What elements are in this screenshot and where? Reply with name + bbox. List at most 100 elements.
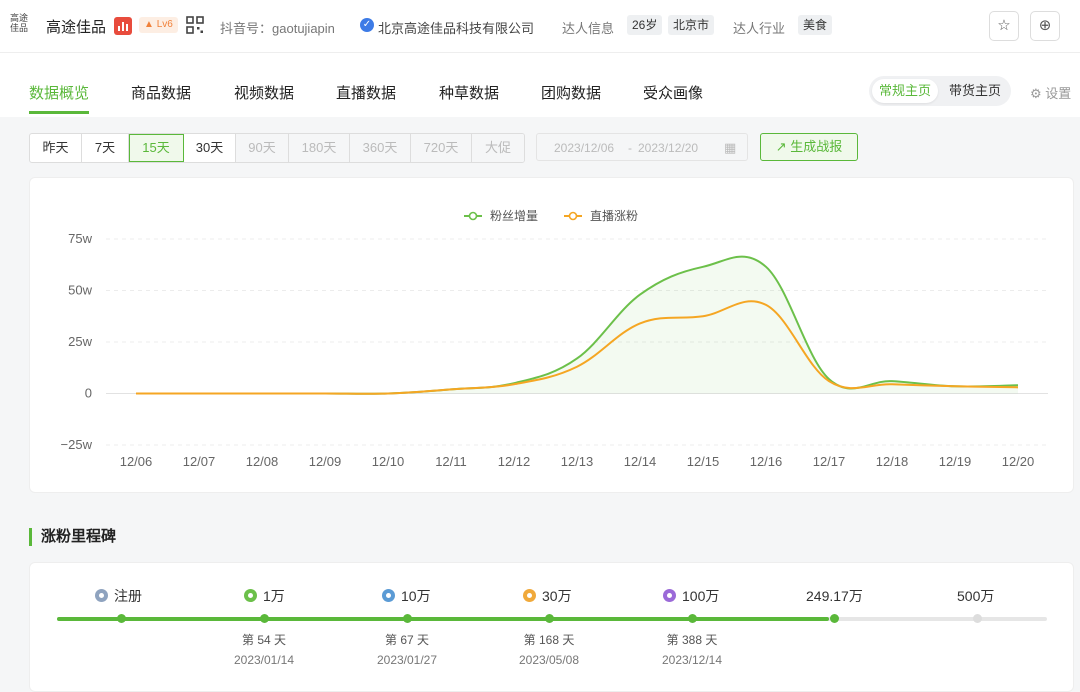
douyin-id: 抖音号：gaotujiapin <box>220 21 335 36</box>
y-tick-label: 25w <box>68 334 92 349</box>
date-separator: - <box>628 141 632 155</box>
legend-marker <box>468 211 478 221</box>
milestone-dot <box>973 614 982 623</box>
x-tick-label: 12/12 <box>498 454 531 469</box>
tab-overview[interactable]: 数据概览 <box>29 85 90 102</box>
milestone-100k: 10万 <box>382 586 431 606</box>
milestone-1m: 100万 <box>663 586 719 606</box>
tab-products[interactable]: 商品数据 <box>131 85 192 102</box>
milestone-current: 249.17万 <box>806 588 863 604</box>
x-tick-label: 12/17 <box>813 454 846 469</box>
milestone-dot <box>830 614 839 623</box>
qrcode-icon[interactable] <box>186 16 204 34</box>
y-tick-label: −25w <box>61 437 93 452</box>
range-yesterday[interactable]: 昨天 <box>30 134 82 162</box>
generate-report-button[interactable]: ↗ 生成战报 <box>760 133 858 161</box>
milestone-dot <box>403 614 412 623</box>
date-start: 2023/12/06 <box>554 141 615 155</box>
x-tick-label: 12/10 <box>372 454 405 469</box>
x-tick-label: 12/18 <box>876 454 909 469</box>
milestone-day: 第 54 天 <box>241 633 287 647</box>
settings-button[interactable]: ⚙ 设置 <box>1030 86 1072 101</box>
add-icon[interactable]: ⊕ <box>1030 11 1060 41</box>
info-label: 达人信息 <box>562 21 615 36</box>
tab-audience[interactable]: 受众画像 <box>643 85 704 102</box>
x-tick-label: 12/13 <box>561 454 594 469</box>
date-range-selector: 昨天 7天 15天 30天 90天 180天 360天 720天 大促 <box>29 133 525 163</box>
milestone-date: 2023/01/14 <box>233 653 295 667</box>
y-tick-label: 75w <box>68 231 92 246</box>
x-tick-label: 12/16 <box>750 454 783 469</box>
homepage-toggle[interactable]: 常规主页 带货主页 <box>869 76 1011 106</box>
level-badge: ▲ Lv6 <box>139 17 178 33</box>
range-180d[interactable]: 180天 <box>289 134 350 162</box>
industry-label: 达人行业 <box>733 21 786 36</box>
range-720d[interactable]: 720天 <box>411 134 472 162</box>
fans-chart-card: 75w 50w 25w 0 −25w 12/06 12/07 12/08 12/09 12/10 1… <box>29 177 1074 493</box>
chart-bar-icon[interactable] <box>114 17 132 35</box>
milestone-date: 2023/12/14 <box>661 653 723 667</box>
100k-badge-icon <box>382 589 395 602</box>
series-line-1 <box>136 300 1019 395</box>
milestone-day: 第 388 天 <box>666 633 718 647</box>
range-15d[interactable]: 15天 <box>129 134 184 162</box>
calendar-icon: ▦ <box>724 140 737 155</box>
milestone-progress <box>57 617 830 621</box>
x-tick-label: 12/06 <box>120 454 153 469</box>
external-link-icon: ↗ <box>775 139 787 154</box>
legend-label: 直播涨粉 <box>590 208 638 223</box>
milestone-card <box>29 562 1074 692</box>
legend-marker <box>568 211 578 221</box>
milestone-dot <box>260 614 269 623</box>
y-tick-label: 50w <box>68 283 92 298</box>
tab-live[interactable]: 直播数据 <box>336 85 397 102</box>
series-area <box>136 256 1018 394</box>
1m-badge-icon <box>663 589 676 602</box>
x-tick-label: 12/11 <box>435 454 467 469</box>
x-tick-label: 12/14 <box>624 454 657 469</box>
milestone-dot <box>117 614 126 623</box>
milestone-section-title: 涨粉里程碑 <box>29 528 116 546</box>
x-tick-label: 12/08 <box>246 454 279 469</box>
range-7d[interactable]: 7天 <box>82 134 129 162</box>
tab-videos[interactable]: 视频数据 <box>234 85 295 102</box>
toggle-regular[interactable]: 常规主页 <box>872 79 938 103</box>
city-tag: 北京市 <box>668 15 715 35</box>
tab-seeding[interactable]: 种草数据 <box>439 85 500 102</box>
top-bar: 高途 佳品 高途佳品 ▲ Lv6 抖音号：gaotujiapin ✓ 北京高途佳品… <box>0 0 1080 53</box>
company-name: 北京高途佳品科技有限公司 <box>378 21 535 36</box>
milestone-dot <box>545 614 554 623</box>
legend-label: 粉丝增量 <box>490 209 538 223</box>
range-360d[interactable]: 360天 <box>350 134 411 162</box>
milestone-date: 2023/01/27 <box>376 653 438 667</box>
star-icon[interactable]: ☆ <box>989 11 1019 41</box>
x-tick-label: 12/09 <box>309 454 342 469</box>
300k-badge-icon <box>523 589 536 602</box>
range-90d[interactable]: 90天 <box>236 134 289 162</box>
toggle-commerce[interactable]: 带货主页 <box>948 83 1001 98</box>
age-tag: 26岁 <box>627 15 663 35</box>
range-30d[interactable]: 30天 <box>184 134 236 162</box>
milestone-10k: 1万 <box>244 586 285 606</box>
fans-trend-chart: 75w 50w 25w 0 −25w 12/06 12/07 12/08 12/09 12/10 1… <box>61 208 1048 469</box>
milestone-day: 第 67 天 <box>384 633 430 647</box>
nav-bar: 数据概览 商品数据 视频数据 直播数据 种草数据 团购数据 受众画像 常规主页 … <box>0 53 1080 117</box>
register-badge-icon <box>95 589 108 602</box>
y-tick-label: 0 <box>85 386 92 401</box>
industry-tag: 美食 <box>798 15 833 35</box>
active-tab-indicator <box>29 111 89 114</box>
verified-icon: ✓ <box>360 18 374 32</box>
x-tick-label: 12/19 <box>939 454 972 469</box>
tab-group-buy[interactable]: 团购数据 <box>541 85 602 102</box>
x-tick-label: 12/15 <box>687 454 720 469</box>
milestone-300k: 30万 <box>523 586 572 606</box>
gear-icon: ⚙ <box>1030 86 1042 101</box>
account-logo: 高途 佳品 <box>9 14 28 34</box>
range-promo[interactable]: 大促 <box>472 134 524 162</box>
milestone-5m: 500万 <box>957 588 995 604</box>
x-tick-label: 12/07 <box>183 454 216 469</box>
milestone-dot <box>688 614 697 623</box>
date-range-picker[interactable]: 2023/12/06 - 2023/12/20 ▦ <box>536 133 748 161</box>
10k-badge-icon <box>244 589 257 602</box>
account-name: 高途佳品 <box>46 19 107 36</box>
